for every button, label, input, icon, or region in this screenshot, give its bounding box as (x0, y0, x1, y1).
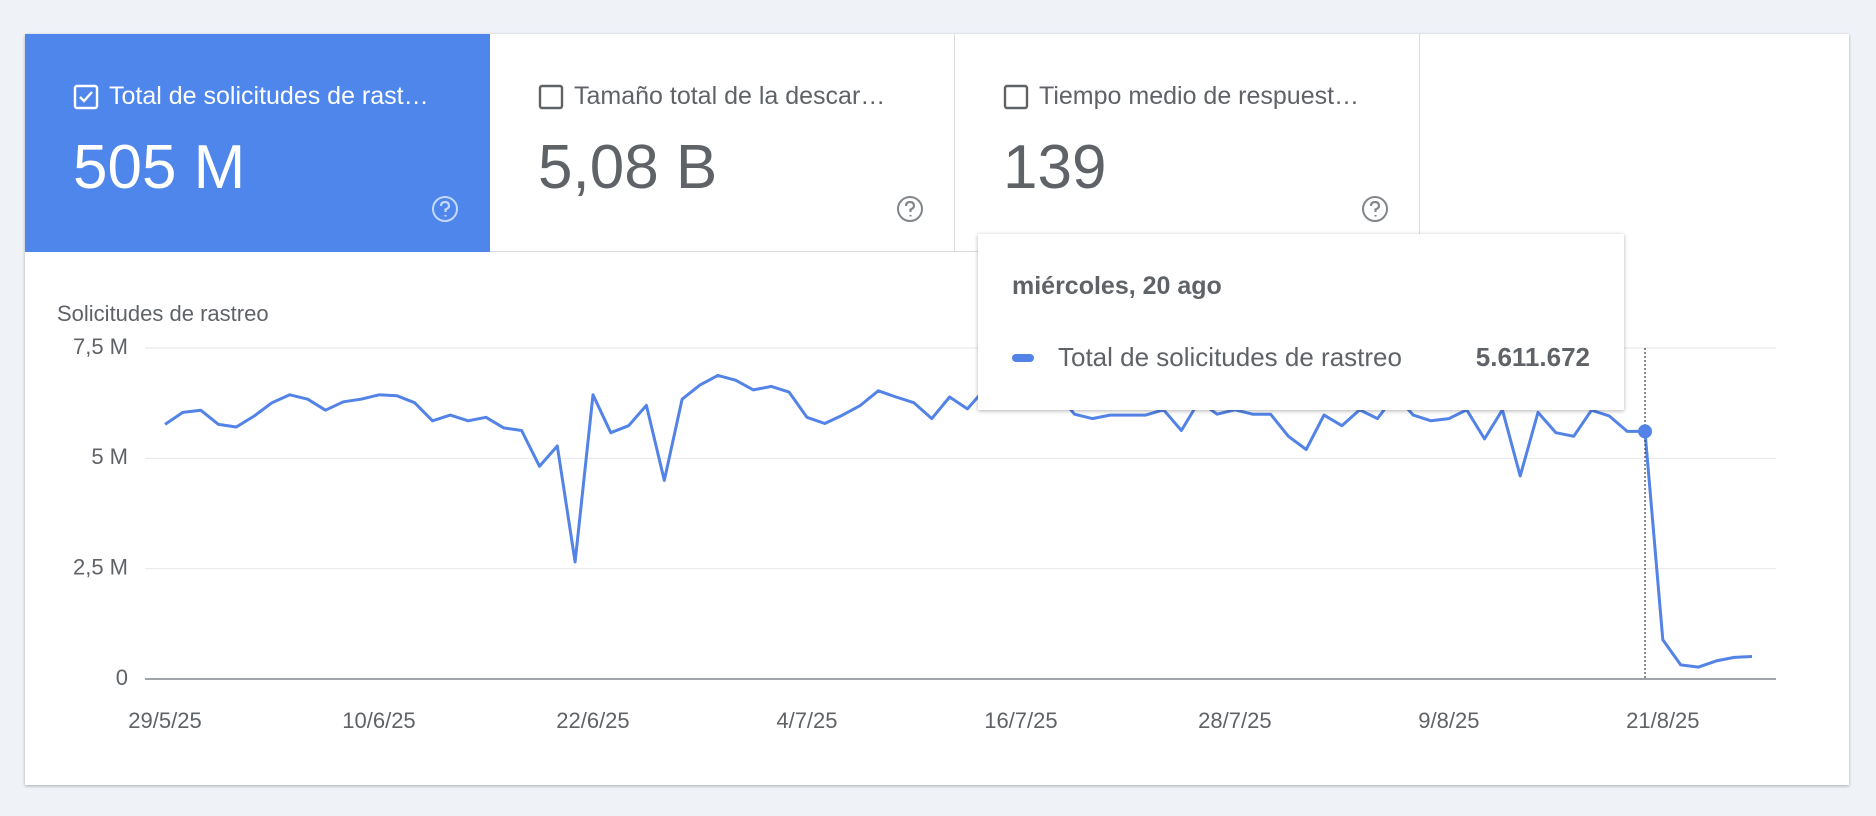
legend-swatch (1012, 353, 1034, 362)
tooltip: miércoles, 20 ago Total de solicitudes d… (978, 234, 1624, 410)
checkmark (79, 90, 93, 103)
help-mark (904, 200, 916, 217)
y-tick-label: 7,5 M (73, 334, 128, 359)
y-tick-label: 5 M (91, 444, 128, 469)
tab-header: Tamaño total de la descar… (538, 82, 885, 111)
x-tick-label: 16/7/25 (984, 708, 1057, 733)
metric-tab[interactable]: Total de solicitudes de rast… 505 M (25, 34, 490, 252)
metric-title: Tiempo medio de respuest… (1039, 82, 1360, 110)
checkbox (73, 84, 99, 109)
help-circle (432, 196, 458, 222)
metric-value: 505 M (73, 133, 246, 202)
data-line (164, 373, 1753, 669)
metric-title: Total de solicitudes de rast… (109, 82, 429, 110)
x-tick-label: 9/8/25 (1418, 708, 1479, 733)
checkbox-box (1003, 84, 1029, 109)
y-tick-label: 0 (116, 665, 128, 690)
help-icon[interactable] (1360, 194, 1390, 224)
tab-header: Total de solicitudes de rast… (73, 82, 429, 111)
tab-header: Tiempo medio de respuest… (1003, 82, 1359, 111)
tooltip-value: 5.611.672 (1475, 342, 1590, 372)
x-tick-label: 21/8/25 (1626, 708, 1699, 733)
checkbox (1003, 84, 1029, 109)
x-tick-label: 22/6/25 (556, 708, 629, 733)
metric-tab[interactable]: Tamaño total de la descar… 5,08 B (490, 34, 955, 252)
y-tick-label: 2,5 M (73, 554, 128, 579)
tooltip-date: miércoles, 20 ago (1012, 272, 1222, 300)
help-mark (439, 200, 451, 217)
checkbox-box (73, 84, 99, 109)
checkbox (538, 84, 564, 109)
x-tick-label: 28/7/25 (1198, 708, 1271, 733)
metric-value: 5,08 B (538, 133, 718, 202)
x-tick-label: 10/6/25 (342, 708, 415, 733)
help-circle (897, 196, 923, 222)
metric-value: 139 (1003, 133, 1107, 202)
tooltip-label: Total de solicitudes de rastreo (1058, 342, 1402, 372)
tooltip-row: Total de solicitudes de rastreo 5.611.67… (1012, 342, 1590, 373)
checkbox-box (538, 84, 564, 109)
metric-title: Tamaño total de la descar… (574, 82, 886, 110)
help-mark (1369, 200, 1381, 217)
help-circle (1362, 196, 1388, 222)
help-icon[interactable] (430, 194, 460, 224)
y-axis-title: Solicitudes de rastreo (57, 301, 269, 326)
x-tick-label: 4/7/25 (776, 708, 837, 733)
help-icon[interactable] (895, 194, 925, 224)
hover-point (1638, 424, 1653, 439)
x-tick-label: 29/5/25 (128, 708, 201, 733)
